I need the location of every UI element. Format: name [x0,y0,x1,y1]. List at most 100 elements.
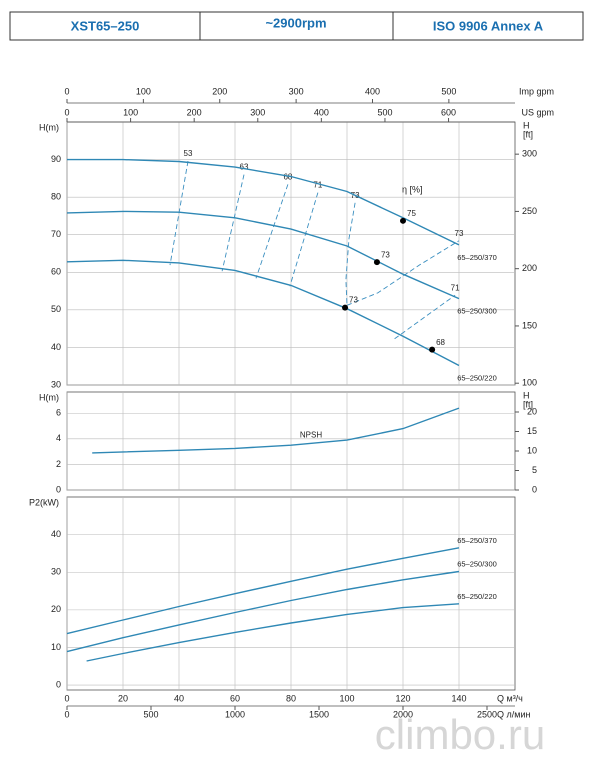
x3-tick-label: 2000 [393,709,413,719]
duty-point [342,304,349,311]
y2-axis-label: H [523,120,530,130]
x2-tick-label: 0 [64,107,69,117]
x2-tick-label: 300 [250,107,265,117]
x-axis-label: Q м³/ч [497,693,523,703]
curve [92,407,460,454]
y-tick-label: 70 [51,229,61,239]
curve [66,570,460,653]
y2-tick-label: 20 [527,406,537,416]
x-tick-label: 80 [286,693,296,703]
series-label: NPSH [300,430,322,439]
y2-axis-label: H [523,390,530,400]
contour-label: 68 [283,172,292,181]
model: XST65–250 [71,18,140,33]
standard: ISO 9906 Annex A [433,18,544,33]
x3-tick-label: 500 [143,709,158,719]
y-tick-label: 80 [51,192,61,202]
y2-tick-label: 5 [532,465,537,475]
contour-label: 73 [455,229,464,238]
efficiency-contour [345,202,356,306]
y-tick-label: 2 [56,459,61,469]
y-tick-label: 30 [51,567,61,577]
duty-label: 73 [381,250,390,259]
watermark: climbo.ru [375,711,545,758]
y2-tick-label: 0 [532,484,537,494]
y-tick-label: 10 [51,642,61,652]
y-tick-label: 40 [51,529,61,539]
curve [66,547,460,635]
curve [66,259,460,367]
series-label: 65–250/300 [457,559,497,568]
y-tick-label: 0 [56,679,61,689]
efficiency-contour [169,161,189,266]
y2-tick-label: 250 [522,206,537,216]
y2-tick-label: 150 [522,320,537,330]
contour-label: 71 [451,283,460,292]
x3-tick-label: 1500 [309,709,329,719]
y2-axis-label: [ft] [523,399,533,409]
x2-tick-label: 100 [136,86,151,96]
x2-axis-label: Imp gpm [519,86,554,96]
y-axis-label: P2(kW) [29,497,59,507]
y2-tick-label: 200 [522,263,537,273]
y2-tick-label: 15 [527,426,537,436]
contour-label: 71 [313,181,322,190]
efficiency-contour [221,174,245,272]
duty-point [400,217,406,224]
curve [66,210,460,300]
speed: ~2900rpm [265,15,326,30]
y2-tick-label: 100 [522,378,537,388]
x-tick-label: 0 [64,693,69,703]
series-label: 65–250/370 [457,536,497,545]
y2-tick-label: 10 [527,445,537,455]
contour-label: 53 [184,149,193,158]
x3-tick-label: 0 [64,709,69,719]
y-tick-label: 30 [51,379,61,389]
x2-tick-label: 500 [377,107,392,117]
header-frame [9,11,584,41]
duty-label: 73 [349,296,358,305]
x2-tick-label: 200 [212,86,227,96]
x2-axis-label: US gpm [521,107,554,117]
series-label: 65–250/370 [457,253,497,262]
y-tick-label: 4 [56,433,61,443]
efficiency-contour [394,294,456,340]
y-tick-label: 40 [51,342,61,352]
contour-label: 63 [240,163,249,172]
eta-label: η [%] [402,184,423,194]
curve [86,603,460,662]
duty-label: 75 [407,209,416,218]
x-tick-label: 40 [174,693,184,703]
duty-point [373,259,380,266]
x-tick-label: 120 [395,693,410,703]
y2-axis-label: [ft] [523,129,533,139]
x2-tick-label: 0 [64,86,69,96]
x2-tick-label: 200 [187,107,202,117]
curve [67,158,460,246]
y-tick-label: 6 [56,408,61,418]
x-tick-label: 20 [118,693,128,703]
x-tick-label: 100 [339,693,354,703]
series-label: 65–250/220 [457,373,497,382]
y-axis-label: H(m) [39,122,59,132]
y2-tick-label: 300 [522,149,537,159]
x2-tick-label: 100 [123,107,138,117]
y-axis-label: H(m) [39,392,59,402]
y-tick-label: 60 [51,267,61,277]
x-tick-label: 60 [230,693,240,703]
duty-point [429,346,436,353]
x3-tick-label: 2500 [477,709,497,719]
x2-tick-label: 400 [365,86,380,96]
x2-tick-label: 600 [441,107,456,117]
duty-label: 68 [436,338,445,347]
series-label: 65–250/300 [457,307,497,316]
x3-axis-label: Q л/мин [497,709,530,719]
y-tick-label: 20 [51,604,61,614]
x2-tick-label: 500 [441,86,456,96]
y-tick-label: 0 [56,484,61,494]
x-tick-label: 140 [451,693,466,703]
series-label: 65–250/220 [457,592,497,601]
efficiency-contour [289,192,319,287]
x2-tick-label: 400 [314,107,329,117]
